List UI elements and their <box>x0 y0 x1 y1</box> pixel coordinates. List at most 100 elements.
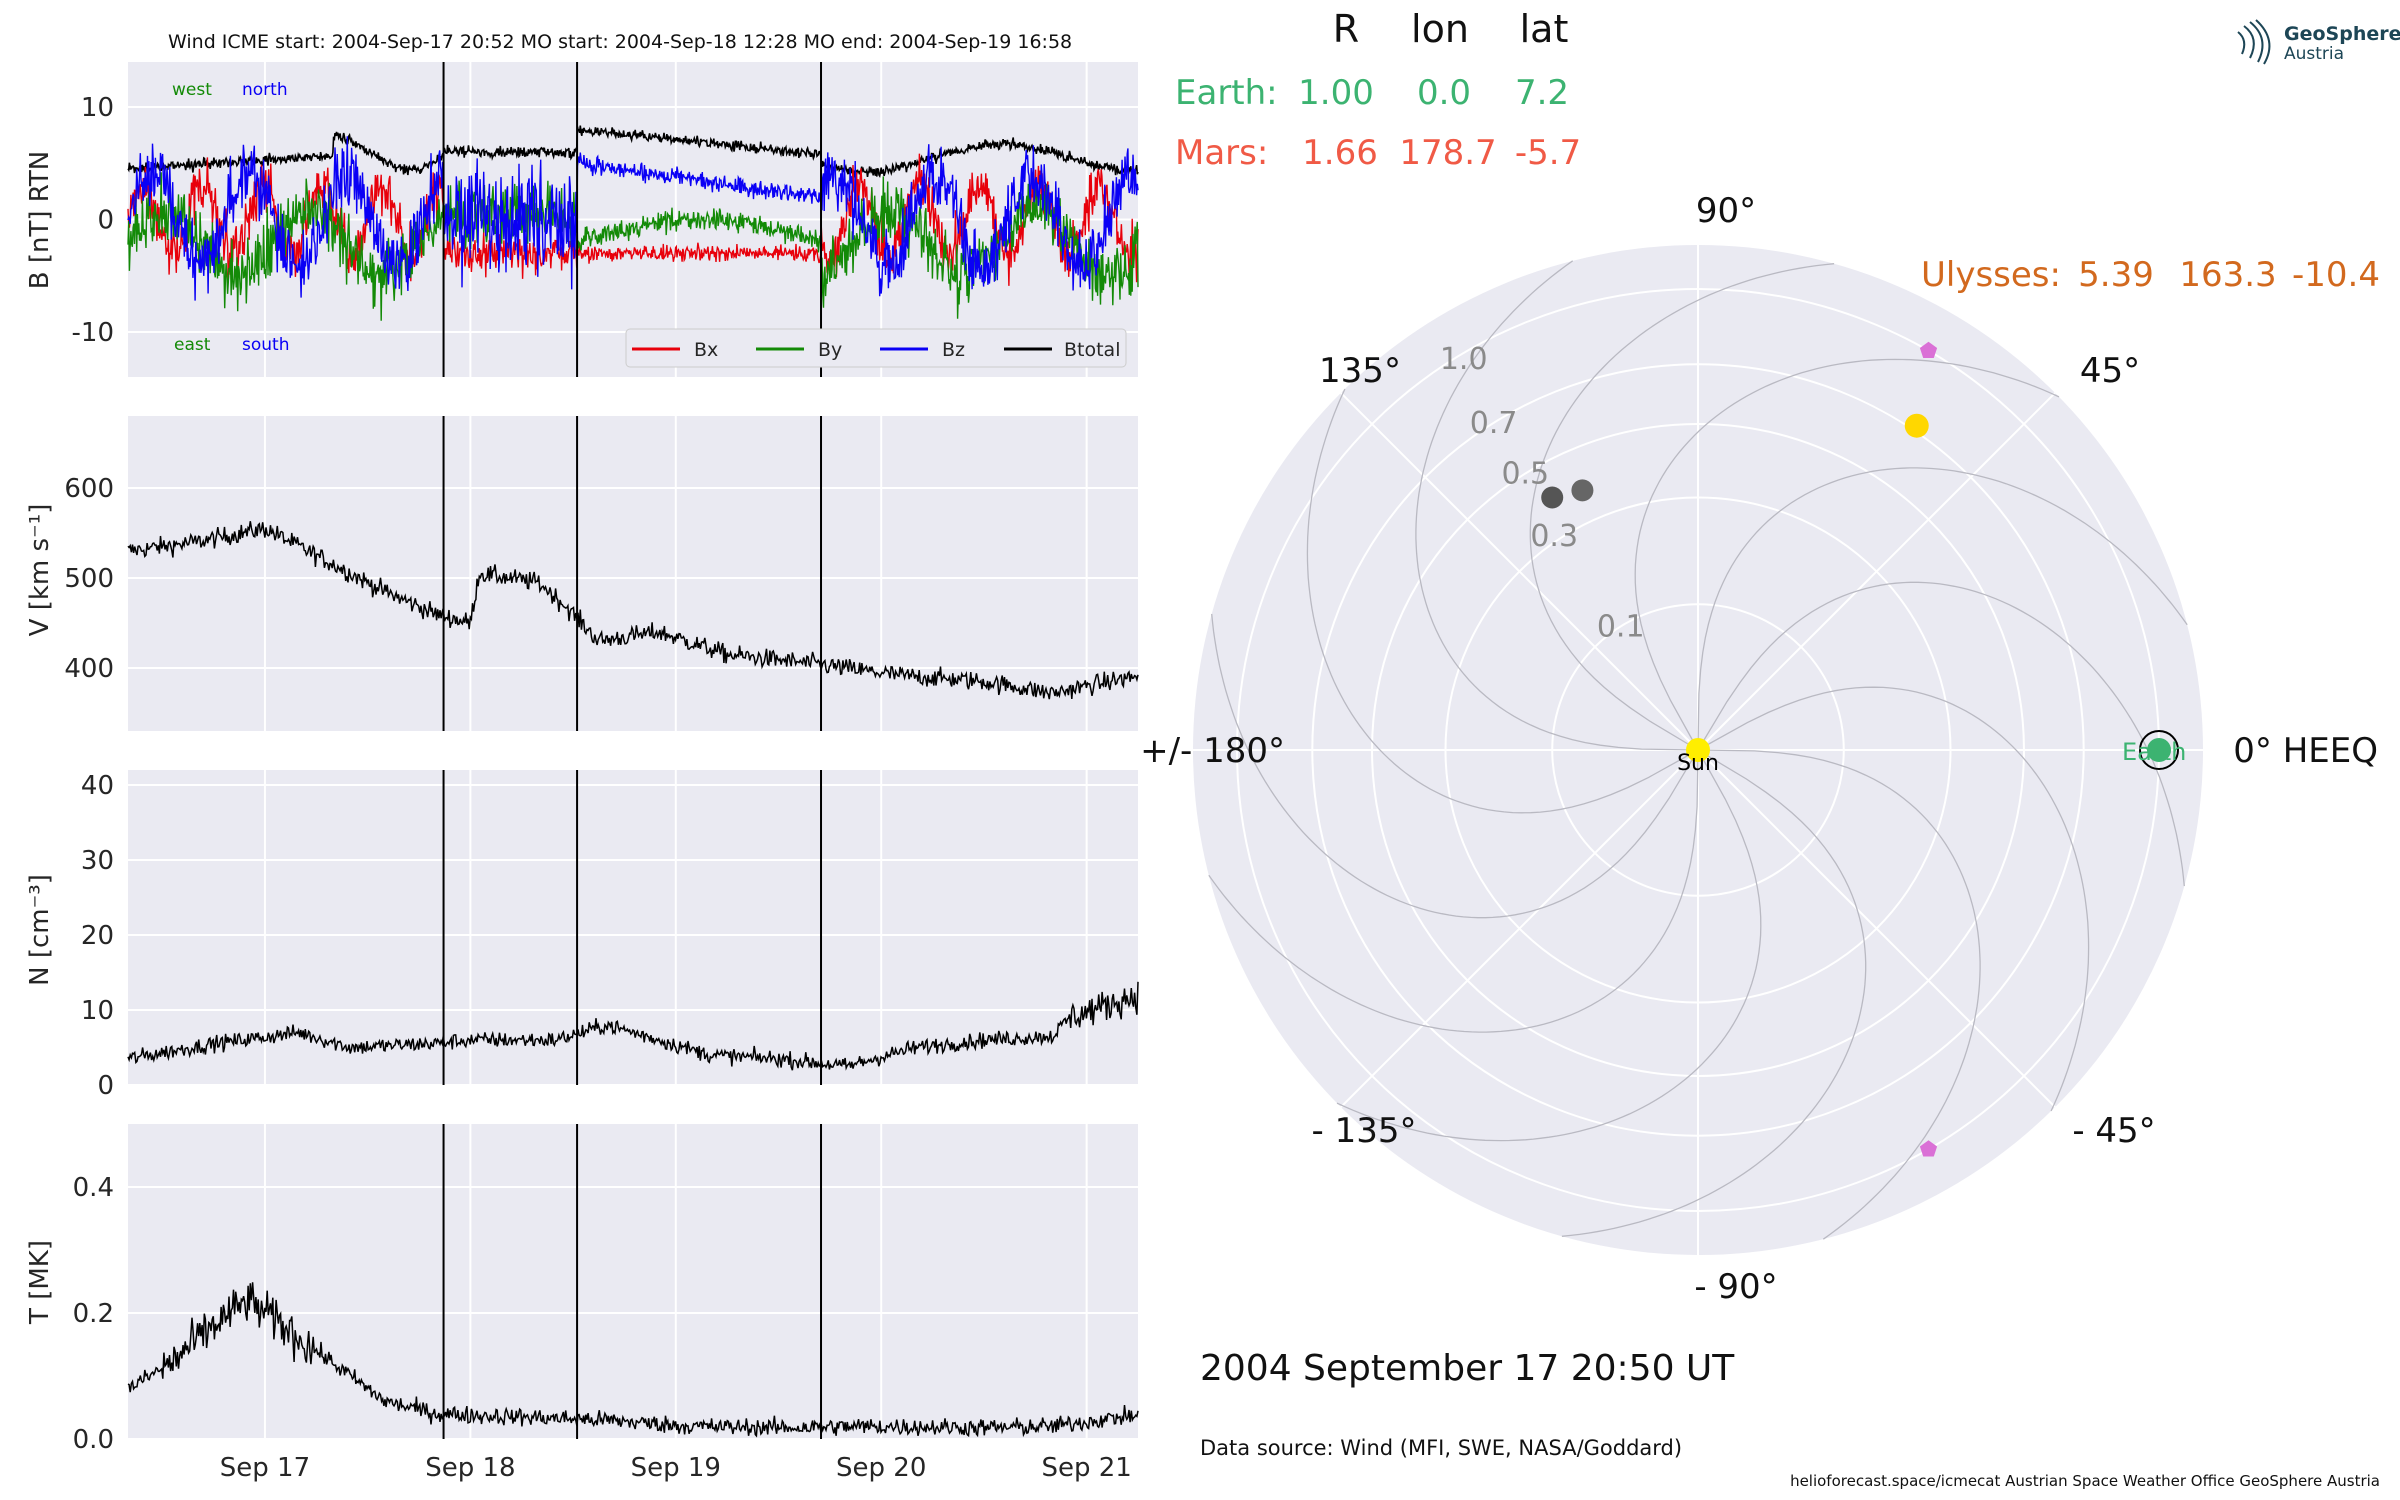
earth-row-lon: 0.0 <box>1417 73 1471 113</box>
spiral-line <box>1697 686 2090 1112</box>
ytick-label: 30 <box>81 846 114 876</box>
angle-spoke <box>1340 749 1699 1108</box>
spiral-line <box>1529 263 1835 751</box>
legend-bx-label: Bx <box>694 339 718 361</box>
b-series <box>127 125 1139 321</box>
angle-label: - 45° <box>2072 1111 2155 1151</box>
angle-spoke <box>1340 392 1699 751</box>
mars-row-lon: 178.7 <box>1399 133 1496 173</box>
west-label: west <box>172 80 212 100</box>
b-ylabel: B [nT] RTN <box>25 151 55 290</box>
n-line <box>127 981 1139 1071</box>
ytick-label: 20 <box>81 921 114 951</box>
legend-bz-label: Bz <box>942 339 965 361</box>
b-yticks: -10 0 10 <box>72 93 114 348</box>
v-line <box>127 521 1139 700</box>
sun-marker <box>1686 738 1710 762</box>
t-grid <box>128 1124 1138 1440</box>
ulysses-row-name: Ulysses: <box>1921 255 2061 295</box>
geosphere-logo: GeoSphere Austria <box>2237 19 2400 65</box>
timestamp: 2004 September 17 20:50 UT <box>1200 1348 1735 1389</box>
earth-row-r: 1.00 <box>1298 73 1374 113</box>
v-panel: 400 500 600 V [km s⁻¹] <box>25 416 1139 731</box>
x-tick-labels: Sep 17 Sep 18 Sep 19 Sep 20 Sep 21 <box>220 1453 1132 1483</box>
ytick-label: -10 <box>72 318 114 348</box>
spiral-line <box>1697 581 2185 887</box>
b-legend: Bx By Bz Btotal <box>625 328 1127 368</box>
v-ylabel: V [km s⁻¹] <box>25 504 55 637</box>
v-event-lines <box>442 416 823 731</box>
t-panel-bg <box>128 1124 1138 1439</box>
col-lat-header: lat <box>1520 7 1569 51</box>
angle-label: 0° HEEQ <box>2233 731 2378 771</box>
xtick-label: Sep 21 <box>1041 1453 1131 1483</box>
spiral-line <box>1211 613 1699 919</box>
ulysses-row-r: 5.39 <box>2078 255 2154 295</box>
earth-marker <box>2146 738 2171 762</box>
v-grid <box>128 416 1138 731</box>
angle-spoke <box>1697 749 2056 1108</box>
spacecraft-marker <box>1919 341 1938 358</box>
mars-row-name: Mars: <box>1175 133 1268 173</box>
angle-label: - 90° <box>1694 1267 1777 1307</box>
header-title: Wind ICME start: 2004-Sep-17 20:52 MO st… <box>168 31 1072 53</box>
angle-label: +/- 180° <box>1140 731 1285 771</box>
parker-spirals <box>1208 260 2188 1240</box>
t-yticks: 0.0 0.2 0.4 <box>73 1173 114 1455</box>
ytick-label: 0.0 <box>73 1425 114 1455</box>
v-yticks: 400 500 600 <box>64 474 114 684</box>
ytick-label: 0.4 <box>73 1173 114 1203</box>
angle-labels: 0° HEEQ 45° 90° 135° +/- 180° - 135° - 90° - 45… <box>1140 191 2378 1307</box>
r-label: 0.7 <box>1470 406 1518 441</box>
east-label: east <box>174 335 211 355</box>
angle-label: 90° <box>1696 191 1756 231</box>
data-source: Data source: Wind (MFI, SWE, NASA/Goddar… <box>1200 1436 1682 1460</box>
ytick-label: 10 <box>81 996 114 1026</box>
xtick-label: Sep 18 <box>425 1453 515 1483</box>
col-r-header: R <box>1333 7 1359 51</box>
position-table: R lon lat Earth: 1.00 0.0 7.2 Mars: 1.66… <box>1175 7 2380 295</box>
r-label: 0.5 <box>1501 457 1549 492</box>
b-event-lines <box>442 62 823 377</box>
logo-sub: Austria <box>2284 44 2344 64</box>
legend-box <box>625 328 1127 368</box>
bx-line <box>127 153 1139 286</box>
spiral-line <box>1336 749 1762 1142</box>
mars-row-lat: -5.7 <box>1515 133 1581 173</box>
btotal-line <box>127 125 1139 178</box>
ytick-label: 0 <box>97 1071 114 1101</box>
n-ylabel: N [cm⁻³] <box>25 874 55 986</box>
r-label: 1.0 <box>1440 342 1488 377</box>
col-lon-header: lon <box>1411 7 1469 51</box>
body-markers <box>1541 341 2179 1157</box>
n-grid <box>128 770 1138 1086</box>
n-panel-bg <box>128 770 1138 1085</box>
ulysses-row-lon: 163.3 <box>2179 255 2276 295</box>
spiral-line <box>1697 467 2188 751</box>
ytick-label: 600 <box>64 474 114 504</box>
ulysses-row-lat: -10.4 <box>2292 255 2380 295</box>
angle-label: 45° <box>2080 351 2140 391</box>
xtick-label: Sep 17 <box>220 1453 310 1483</box>
spiral-line <box>1634 358 2060 751</box>
n-panel: 0 10 20 30 40 N [cm⁻³] <box>25 770 1139 1101</box>
n-event-lines <box>442 770 823 1085</box>
earth-row-lat: 7.2 <box>1515 73 1569 113</box>
t-ylabel: T [MK] <box>25 1240 55 1325</box>
ytick-label: 500 <box>64 564 114 594</box>
sun-label: Sun <box>1677 751 1719 776</box>
bz-line <box>127 136 1139 301</box>
north-label: north <box>242 80 288 100</box>
spacecraft-marker <box>1919 1140 1938 1157</box>
legend-btotal-label: Btotal <box>1064 339 1120 361</box>
spiral-line <box>1697 749 1981 1240</box>
logo-mark-icon <box>2237 19 2271 65</box>
t-panel: 0.0 0.2 0.4 T [MK] <box>25 1124 1139 1455</box>
polar-plot: 0.1 0.3 0.5 0.7 1.0 0° HEEQ 45° 90° 135° +/- 180… <box>1140 191 2378 1307</box>
mars-row-r: 1.66 <box>1302 133 1378 173</box>
xtick-label: Sep 19 <box>631 1453 721 1483</box>
ytick-label: 40 <box>81 771 114 801</box>
spiral-line <box>1561 749 1867 1237</box>
